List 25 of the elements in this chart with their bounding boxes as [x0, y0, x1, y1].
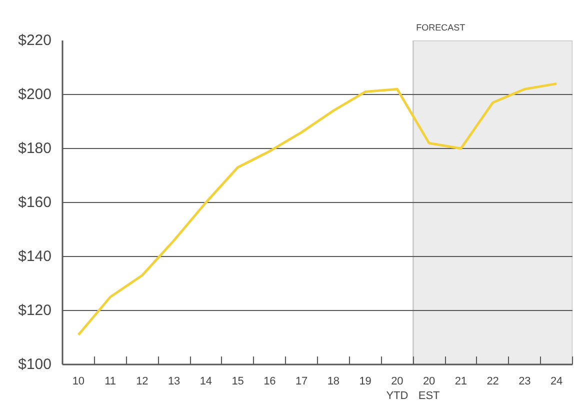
x-tick-label: 19	[359, 376, 372, 388]
x-tick-label: 22	[486, 376, 499, 388]
y-tick-label: $180	[18, 140, 52, 157]
x-tick-label: 24	[550, 376, 563, 388]
x-tick-label: 18	[327, 376, 340, 388]
x-tick-label: 14	[200, 376, 212, 388]
y-tick-label: $160	[18, 194, 52, 211]
y-tick-label: $120	[18, 302, 52, 319]
x-tick-label: 16	[264, 376, 276, 388]
x-tick-label: 20 YTD	[386, 376, 408, 402]
x-tick-label: 11	[104, 376, 116, 388]
x-tick-label: 12	[136, 376, 148, 388]
x-tick-label: 21	[454, 376, 468, 388]
x-tick-label: 10	[72, 376, 85, 388]
x-tick-label: 13	[168, 376, 180, 388]
x-tick-label: 20 EST	[418, 376, 440, 402]
x-tick-label: 17	[295, 376, 308, 388]
x-tick-label: 15	[232, 376, 244, 388]
line-series	[77, 82, 558, 336]
y-tick-label: $140	[18, 248, 52, 265]
y-tick-label: $200	[18, 86, 52, 103]
x-tick-label: 23	[518, 376, 531, 388]
y-tick-label: $220	[18, 32, 52, 49]
band-label: FORECAST	[416, 22, 466, 32]
y-tick-label: $100	[18, 356, 52, 373]
